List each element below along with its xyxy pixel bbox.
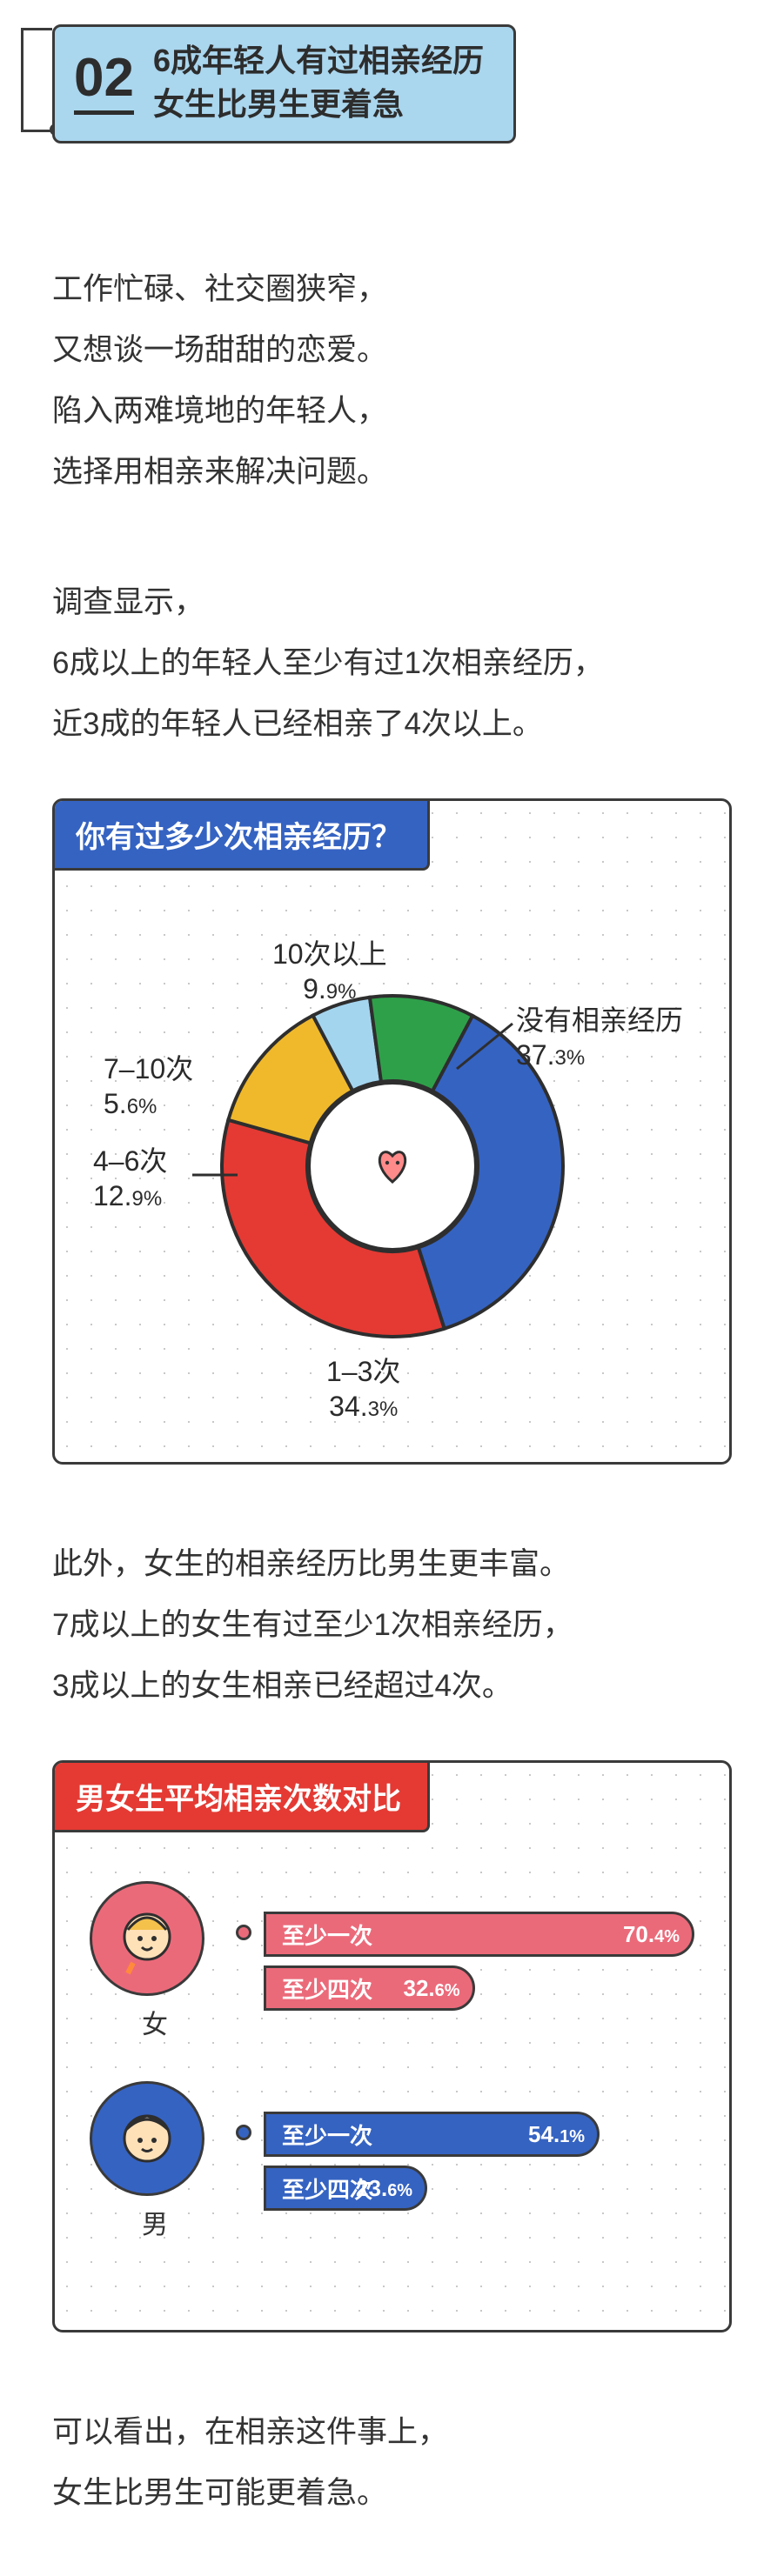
paragraph-1: 工作忙碌、社交圈狭窄，又想谈一场甜甜的恋爱。陷入两难境地的年轻人，选择用相亲来解… xyxy=(52,259,732,503)
bar: 至少一次 70.4% xyxy=(264,1912,694,1957)
para2-accent: 6成以上的年轻人至少有过1次相亲经历， xyxy=(52,633,732,694)
bar-label: 至少四次 xyxy=(266,1972,372,2005)
bar-label: 至少一次 xyxy=(266,2119,372,2151)
para3-line2: 7成以上的女生有过至少1次相亲经历， xyxy=(52,1595,732,1656)
para3-line1: 此外，女生的相亲经历比男生更丰富。 xyxy=(52,1534,732,1595)
para2-lead: 调查显示， xyxy=(52,572,732,633)
paragraph-2: 调查显示， 6成以上的年轻人至少有过1次相亲经历， 近3成的年轻人已经相亲了4次… xyxy=(52,572,732,755)
bar: 至少四次23.6% xyxy=(264,2166,427,2211)
bar-pct: 70.4% xyxy=(623,1921,680,1948)
section-title-line2: 女生比男生更着急 xyxy=(153,83,484,126)
connector xyxy=(220,2104,264,2219)
para1-line: 陷入两难境地的年轻人， xyxy=(52,381,732,442)
donut-leaders xyxy=(55,871,729,1462)
bar-label: 至少一次 xyxy=(266,1919,372,1951)
connector xyxy=(220,1904,264,2019)
bar-pct: 32.6% xyxy=(403,1975,459,2002)
donut-card: 你有过多少次相亲经历？ 没有相亲经历37.3%1–3次34.3%4–6次12.9… xyxy=(52,798,732,1465)
section-number: 02 xyxy=(74,51,134,115)
compare-row-male: 男 至少一次 54.1% 至少四次23.6% xyxy=(90,2081,694,2241)
bar: 至少四次 32.6% xyxy=(264,1965,475,2011)
compare-chart: 女至少一次70.4%至少四次32.6%男至少一次54.1%至少四次23.6% xyxy=(55,1832,729,2330)
avatar-label: 男 xyxy=(90,2203,220,2241)
header-bracket xyxy=(21,28,52,132)
bar-pct: 54.1% xyxy=(528,2121,585,2148)
compare-card: 男女生平均相亲次数对比 女至少一次70.4%至少四次32.6%男至少一次54.1… xyxy=(52,1760,732,2332)
section-title-line1: 6成年轻人有过相亲经历 xyxy=(153,39,484,83)
header-badge: 02 6成年轻人有过相亲经历 女生比男生更着急 xyxy=(52,24,516,143)
para1-line: 又想谈一场甜甜的恋爱。 xyxy=(52,320,732,381)
para4-line1: 可以看出，在相亲这件事上， xyxy=(52,2402,732,2463)
para1-line: 选择用相亲来解决问题。 xyxy=(52,442,732,503)
compare-row-female: 女 至少一次 70.4% 至少四次 32.6% xyxy=(90,1881,694,2041)
bar-pct: 23.6% xyxy=(356,2175,412,2202)
avatar-female xyxy=(90,1881,204,1996)
donut-chart: 没有相亲经历37.3%1–3次34.3%4–6次12.9%7–10次5.6%10… xyxy=(55,871,729,1462)
para1-line: 工作忙碌、社交圈狭窄， xyxy=(52,259,732,320)
paragraph-3: 此外，女生的相亲经历比男生更丰富。 7成以上的女生有过至少1次相亲经历， 3成以… xyxy=(52,1534,732,1717)
compare-card-tab: 男女生平均相亲次数对比 xyxy=(55,1763,430,1832)
avatar-male xyxy=(90,2081,204,2196)
avatar-label: 女 xyxy=(90,2003,220,2041)
para4-accent: 女生比男生可能更着急。 xyxy=(52,2463,732,2524)
section-header: 02 6成年轻人有过相亲经历 女生比男生更着急 xyxy=(21,24,761,190)
section-title: 6成年轻人有过相亲经历 女生比男生更着急 xyxy=(153,39,484,127)
bar: 至少一次 54.1% xyxy=(264,2112,600,2157)
para2-tail: 近3成的年轻人已经相亲了4次以上。 xyxy=(52,694,732,755)
para3-accent: 3成以上的女生相亲已经超过4次。 xyxy=(52,1656,732,1717)
donut-card-tab: 你有过多少次相亲经历？ xyxy=(55,801,430,871)
paragraph-4: 可以看出，在相亲这件事上， 女生比男生可能更着急。 xyxy=(52,2402,732,2524)
